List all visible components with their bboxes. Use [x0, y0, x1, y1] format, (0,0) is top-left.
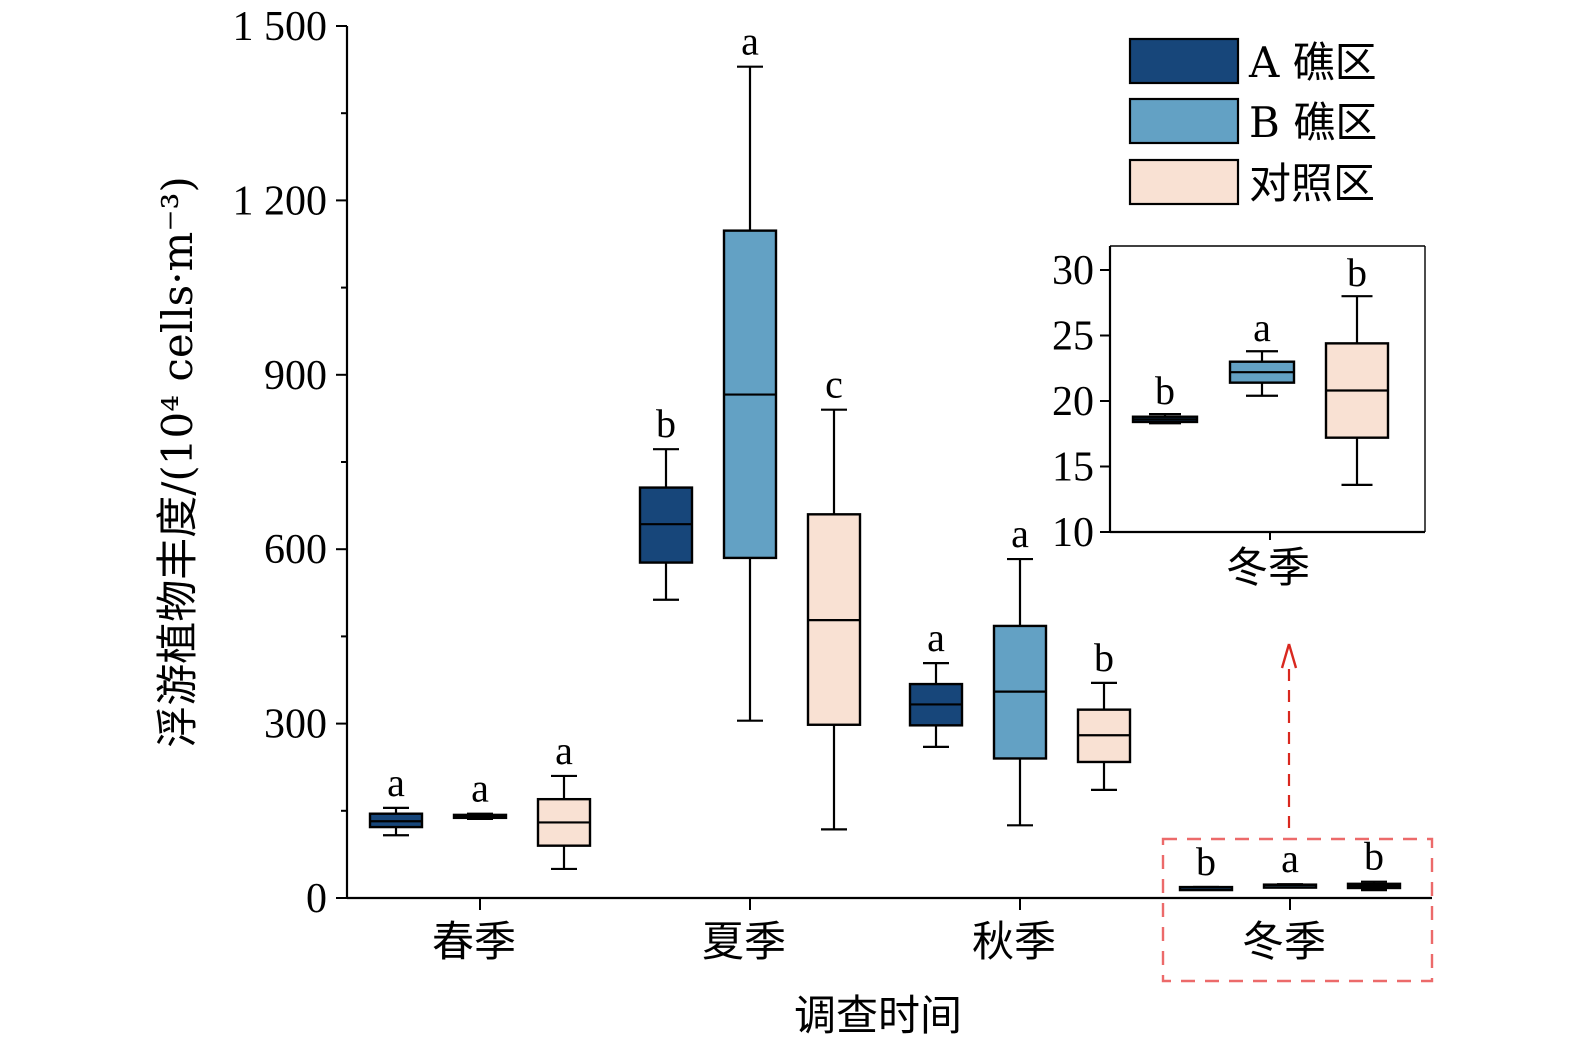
y-tick-label: 900 — [264, 353, 327, 399]
inset-plot: 10 15 20 25 30 冬季 b a b — [1052, 245, 1426, 592]
box-0-0 — [368, 806, 424, 837]
inset-y-tick-label: 25 — [1052, 314, 1094, 360]
significance-label: a — [1281, 836, 1299, 881]
inset-y-tick-label: 20 — [1052, 379, 1094, 425]
inset-significance-label: b — [1155, 368, 1175, 413]
significance-label: a — [555, 728, 573, 773]
box-3-1 — [1262, 883, 1318, 889]
significance-label: a — [741, 19, 759, 64]
legend-label: A 礁区 — [1248, 38, 1377, 87]
box-0-2 — [536, 774, 592, 871]
inset-box-0 — [1131, 413, 1199, 425]
main-plot: 0 300 600 900 1 200 1 500 春季 夏季 秋季 冬季 a b a b a a a a a c b b… — [153, 4, 1432, 1040]
box-1-2 — [806, 408, 862, 831]
box-1-1 — [722, 65, 778, 722]
y-axis-title: 浮游植物丰度/(10⁴ cells·m⁻³) — [153, 176, 202, 748]
highlight-dashed-box — [1161, 837, 1434, 983]
x-category-label: 夏季 — [702, 917, 786, 966]
inset-y-tick-label: 10 — [1052, 510, 1094, 556]
x-category-label: 秋季 — [972, 917, 1056, 966]
box-2-0 — [908, 662, 964, 748]
inset-significance-label: b — [1347, 250, 1367, 295]
significance-label: a — [927, 615, 945, 660]
legend-item: B 礁区 — [1128, 97, 1377, 147]
inset-y-tick-label: 30 — [1052, 248, 1094, 294]
box-1-0 — [638, 448, 694, 601]
y-tick-label: 1 200 — [233, 178, 328, 224]
significance-label: a — [387, 760, 405, 805]
significance-label: b — [656, 401, 676, 446]
significance-label: c — [825, 362, 843, 407]
significance-label: a — [1011, 511, 1029, 556]
significance-label: b — [1196, 839, 1216, 884]
box-0-1 — [452, 812, 508, 821]
inset-category-label: 冬季 — [1226, 543, 1310, 592]
legend-label: 对照区 — [1249, 159, 1375, 208]
y-tick-label: 0 — [306, 876, 327, 922]
y-tick-label: 600 — [264, 527, 327, 573]
inset-box-1 — [1228, 350, 1296, 397]
legend-swatch — [1128, 37, 1240, 85]
y-tick-label: 300 — [264, 702, 327, 748]
box-2-1 — [992, 557, 1048, 827]
significance-label: a — [471, 766, 489, 811]
x-axis-title: 调查时间 — [794, 991, 962, 1040]
legend-label: B 礁区 — [1249, 98, 1377, 147]
legend-swatch — [1128, 97, 1240, 145]
box-3-2 — [1346, 880, 1402, 892]
legend-swatch — [1128, 158, 1240, 206]
inset-box-2 — [1324, 295, 1390, 486]
box-2-2 — [1076, 681, 1132, 791]
x-category-label: 冬季 — [1242, 917, 1326, 966]
significance-label: b — [1094, 635, 1114, 680]
x-category-label: 春季 — [432, 917, 516, 966]
arrow-head — [1280, 643, 1298, 669]
legend-item: 对照区 — [1128, 158, 1375, 208]
box-3-0 — [1178, 885, 1234, 892]
inset-significance-label: a — [1253, 305, 1271, 350]
y-tick-label: 1 500 — [233, 4, 328, 50]
legend-item: A 礁区 — [1128, 37, 1377, 87]
inset-y-tick-label: 15 — [1052, 445, 1094, 491]
significance-label: b — [1364, 834, 1384, 879]
